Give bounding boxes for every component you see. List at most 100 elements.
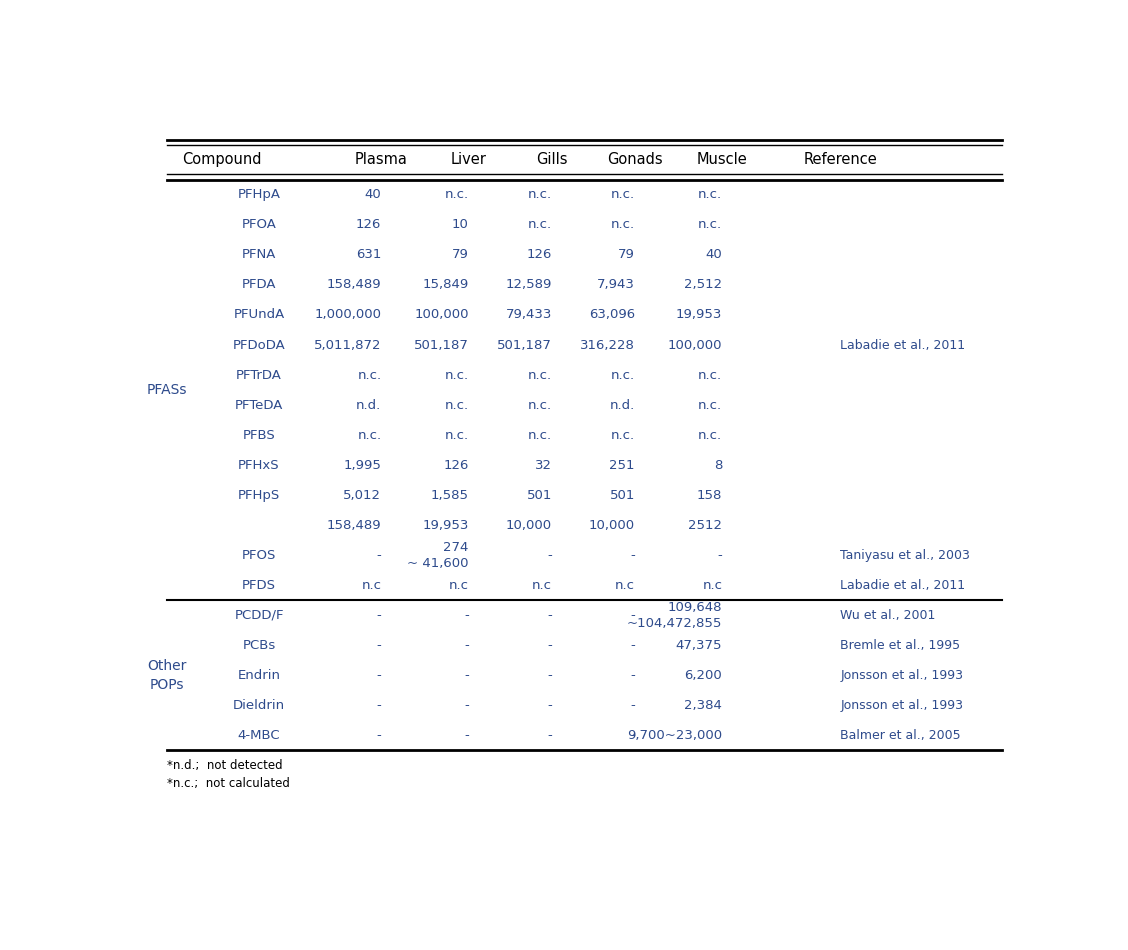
Text: n.c.: n.c. [528, 399, 552, 411]
Text: PFHpS: PFHpS [238, 488, 280, 502]
Text: Endrin: Endrin [238, 669, 281, 682]
Text: Gonads: Gonads [607, 152, 663, 167]
Text: Labadie et al., 2011: Labadie et al., 2011 [840, 338, 966, 352]
Text: n.c.: n.c. [358, 428, 381, 442]
Text: PFHxS: PFHxS [238, 459, 280, 471]
Text: PFDA: PFDA [241, 278, 276, 292]
Text: Dieldrin: Dieldrin [233, 699, 285, 712]
Text: 10,000: 10,000 [589, 519, 635, 532]
Text: 501,187: 501,187 [497, 338, 552, 352]
Text: -: - [631, 699, 635, 712]
Text: 47,375: 47,375 [676, 638, 722, 652]
Text: PFDoDA: PFDoDA [232, 338, 285, 352]
Text: 126: 126 [356, 218, 381, 232]
Text: Reference: Reference [803, 152, 878, 167]
Text: PFNA: PFNA [241, 248, 276, 261]
Text: n.c.: n.c. [528, 369, 552, 382]
Text: 15,849: 15,849 [423, 278, 469, 292]
Text: n.c.: n.c. [698, 188, 722, 201]
Text: -: - [547, 638, 552, 652]
Text: n.c.: n.c. [698, 369, 722, 382]
Text: 126: 126 [443, 459, 469, 471]
Text: -: - [464, 669, 469, 682]
Text: -: - [464, 638, 469, 652]
Text: 19,953: 19,953 [423, 519, 469, 532]
Text: 1,995: 1,995 [344, 459, 381, 471]
Text: n.c: n.c [615, 579, 635, 592]
Text: 316,228: 316,228 [580, 338, 635, 352]
Text: n.c.: n.c. [698, 399, 722, 411]
Text: 6,200: 6,200 [685, 669, 722, 682]
Text: 2,384: 2,384 [685, 699, 722, 712]
Text: PFTrDA: PFTrDA [236, 369, 282, 382]
Text: 79: 79 [452, 248, 469, 261]
Text: -: - [464, 609, 469, 621]
Text: -: - [631, 609, 635, 621]
Text: 7,943: 7,943 [597, 278, 635, 292]
Text: 40: 40 [364, 188, 381, 201]
Text: -: - [631, 638, 635, 652]
Text: -: - [631, 729, 635, 742]
Text: 631: 631 [356, 248, 381, 261]
Text: -: - [377, 699, 381, 712]
Text: Labadie et al., 2011: Labadie et al., 2011 [840, 579, 966, 592]
Text: -: - [464, 699, 469, 712]
Text: PCBs: PCBs [243, 638, 275, 652]
Text: -: - [547, 669, 552, 682]
Text: 100,000: 100,000 [414, 309, 469, 321]
Text: n.c.: n.c. [444, 188, 469, 201]
Text: 8: 8 [714, 459, 722, 471]
Text: n.c.: n.c. [698, 428, 722, 442]
Text: n.c.: n.c. [610, 369, 635, 382]
Text: PFDS: PFDS [243, 579, 276, 592]
Text: 2,512: 2,512 [685, 278, 722, 292]
Text: n.c.: n.c. [698, 218, 722, 232]
Text: Liver: Liver [451, 152, 487, 167]
Text: n.d.: n.d. [356, 399, 381, 411]
Text: PCDD/F: PCDD/F [235, 609, 284, 621]
Text: 1,000,000: 1,000,000 [315, 309, 381, 321]
Text: 109,648
~104,472,855: 109,648 ~104,472,855 [627, 600, 722, 630]
Text: PFTeDA: PFTeDA [235, 399, 283, 411]
Text: 4-MBC: 4-MBC [238, 729, 281, 742]
Text: n.c: n.c [532, 579, 552, 592]
Text: Wu et al., 2001: Wu et al., 2001 [840, 609, 936, 621]
Text: 5,012: 5,012 [343, 488, 381, 502]
Text: 9,700~23,000: 9,700~23,000 [627, 729, 722, 742]
Text: -: - [377, 638, 381, 652]
Text: 79,433: 79,433 [505, 309, 552, 321]
Text: Taniyasu et al., 2003: Taniyasu et al., 2003 [840, 549, 970, 561]
Text: n.c: n.c [449, 579, 469, 592]
Text: 274
~ 41,600: 274 ~ 41,600 [407, 541, 469, 570]
Text: PFUndA: PFUndA [233, 309, 284, 321]
Text: 12,589: 12,589 [505, 278, 552, 292]
Text: Muscle: Muscle [697, 152, 748, 167]
Text: PFASs: PFASs [147, 383, 187, 397]
Text: 501: 501 [609, 488, 635, 502]
Text: 19,953: 19,953 [676, 309, 722, 321]
Text: n.c.: n.c. [610, 218, 635, 232]
Text: n.c.: n.c. [610, 188, 635, 201]
Text: 10,000: 10,000 [505, 519, 552, 532]
Text: n.c.: n.c. [358, 369, 381, 382]
Text: 100,000: 100,000 [668, 338, 722, 352]
Text: 63,096: 63,096 [589, 309, 635, 321]
Text: n.c: n.c [703, 579, 722, 592]
Text: -: - [631, 549, 635, 561]
Text: PFBS: PFBS [243, 428, 275, 442]
Text: n.d.: n.d. [609, 399, 635, 411]
Text: -: - [377, 609, 381, 621]
Text: -: - [547, 609, 552, 621]
Text: -: - [377, 549, 381, 561]
Text: 1,585: 1,585 [431, 488, 469, 502]
Text: 126: 126 [527, 248, 552, 261]
Text: n.c.: n.c. [528, 428, 552, 442]
Text: *n.d.;  not detected: *n.d.; not detected [167, 759, 283, 772]
Text: -: - [547, 699, 552, 712]
Text: 32: 32 [535, 459, 552, 471]
Text: *n.c.;  not calculated: *n.c.; not calculated [167, 777, 290, 790]
Text: PFOA: PFOA [241, 218, 276, 232]
Text: 158,489: 158,489 [327, 519, 381, 532]
Text: n.c.: n.c. [528, 218, 552, 232]
Text: Jonsson et al., 1993: Jonsson et al., 1993 [840, 699, 963, 712]
